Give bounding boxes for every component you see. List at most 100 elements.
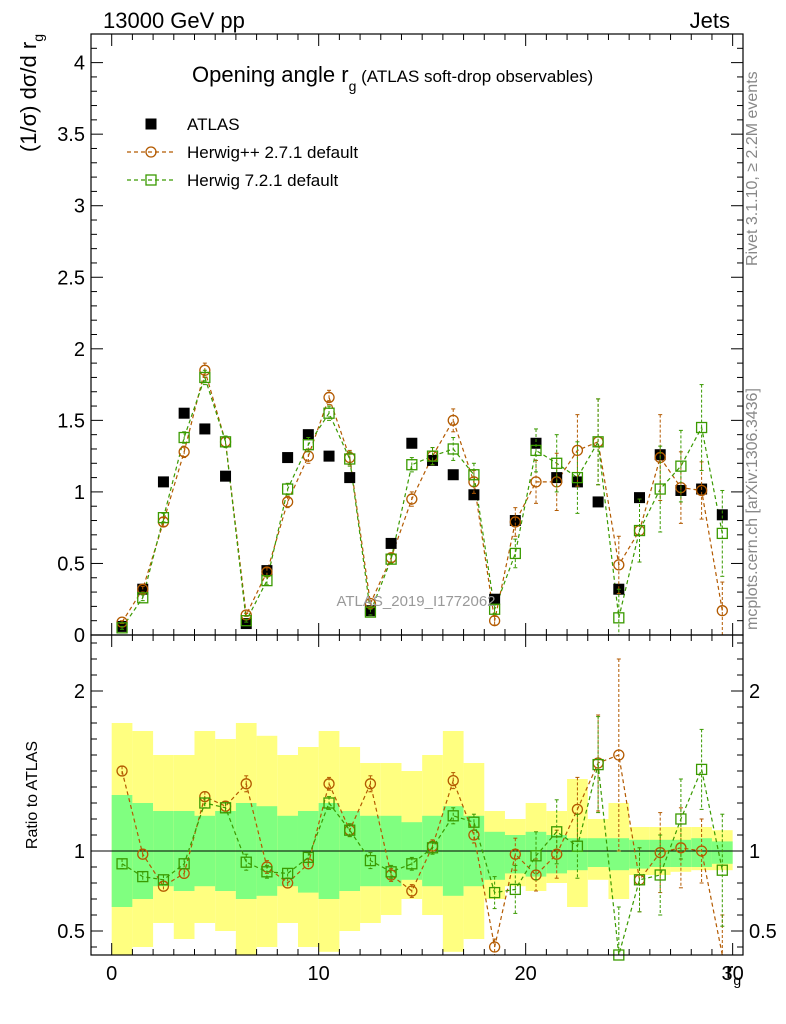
herwigpp-point <box>364 597 377 610</box>
herwigpp-point <box>447 414 459 427</box>
ratio-band-inner <box>587 838 609 867</box>
herwig7-point <box>219 436 232 448</box>
herwig7-ratio-point <box>695 763 708 776</box>
herwig7-point <box>302 439 314 451</box>
x-axis-label-sub: g <box>733 972 741 988</box>
chart-title-sub: g <box>349 78 357 94</box>
herwigpp-point <box>613 559 625 571</box>
herwig7-point <box>426 450 439 462</box>
ratio-y-tick-label-left: 2 <box>74 681 85 703</box>
herwigpp-ratio-point <box>240 778 252 790</box>
herwigpp-ratio-point <box>447 774 459 787</box>
herwig7-point <box>633 524 646 537</box>
herwigpp-ratio-point <box>551 848 563 860</box>
atlas-point <box>178 407 190 419</box>
herwig7-point <box>571 471 584 484</box>
herwig7-ratio-point <box>281 867 294 880</box>
ratio-band-inner <box>691 838 712 867</box>
herwigpp-ratio-point <box>364 778 377 790</box>
main-y-tick-label: 3 <box>74 196 85 218</box>
herwig7-point <box>178 431 190 444</box>
herwig7-ratio-point <box>592 758 604 771</box>
herwig7-point <box>240 615 252 627</box>
header-left: 13000 GeV pp <box>103 8 245 33</box>
main-y-tick-label: 0.5 <box>57 553 85 575</box>
herwig7-ratio-point <box>654 869 666 881</box>
atlas-point <box>323 450 335 462</box>
herwig7-ratio-point <box>633 874 646 886</box>
main-y-tick-label: 2.5 <box>57 267 85 289</box>
herwig7-ratio-point <box>116 858 128 870</box>
ratio-x-tick-label: 0 <box>106 963 117 985</box>
analysis-watermark: ATLAS_2019_I1772062 <box>336 593 495 610</box>
herwigpp-ratio-point <box>116 765 128 777</box>
ratio-y-tick-label-right: 1 <box>749 841 760 863</box>
herwig7-ratio-point <box>344 824 356 836</box>
ratio-band-inner <box>484 831 505 880</box>
herwig7-point <box>344 453 356 465</box>
legend-marker-herwig7 <box>145 174 157 186</box>
chart-title-extra: (ATLAS soft-drop observables) <box>356 67 593 86</box>
herwig7-ratio-point <box>447 810 459 822</box>
atlas-point <box>157 476 169 488</box>
herwig7-point <box>199 371 211 384</box>
ratio-x-tick-label: 20 <box>515 963 537 985</box>
herwig7-point <box>488 603 501 615</box>
herwigpp-ratio-point <box>137 848 149 860</box>
legend-label-herwig7: Herwig 7.2.1 default <box>187 171 338 190</box>
herwig7-point <box>530 444 542 457</box>
legend-marker-herwigpp <box>145 146 157 158</box>
herwig7-ratio-point <box>675 813 687 825</box>
ratio-band-inner <box>608 838 630 871</box>
herwig7-ratio-point <box>509 883 521 896</box>
herwigpp-ratio-point <box>675 842 687 854</box>
herwig7-ratio-point <box>406 858 418 870</box>
ratio-y-tick-label-left: 0.5 <box>57 921 85 943</box>
main-y-tick-label: 2 <box>74 339 85 361</box>
atlas-point <box>447 469 459 481</box>
herwig7-ratio-point <box>385 866 397 878</box>
herwig7-ratio-point <box>240 856 252 868</box>
herwig7-point <box>654 483 666 495</box>
ratio-y-tick-label-left: 1 <box>74 841 85 863</box>
ratio-y-axis-label: Ratio to ATLAS <box>24 741 41 849</box>
herwig7-point <box>509 547 521 560</box>
herwig7-point <box>323 407 335 419</box>
atlas-point <box>489 593 501 605</box>
atlas-point <box>302 429 314 441</box>
herwig7-ratio-point <box>551 826 563 838</box>
herwig7-ratio-point <box>199 797 211 809</box>
mcplots-source-label: mcplots.cern.ch [arXiv:1306.3436] <box>744 388 761 630</box>
herwigpp-point <box>716 605 728 617</box>
herwigpp-point <box>530 476 542 488</box>
legend-label-herwigpp: Herwig++ 2.7.1 default <box>187 143 358 162</box>
herwigpp-point <box>281 496 294 508</box>
herwig7-ratio-point <box>488 886 501 899</box>
herwig7-point <box>281 483 294 495</box>
herwig7-ratio-point <box>468 816 480 828</box>
herwig7-ratio-point <box>571 840 584 852</box>
herwigpp-ratio-point <box>509 848 521 860</box>
main-y-tick-label: 0 <box>74 625 85 647</box>
ratio-y-tick-label-right: 2 <box>749 681 760 703</box>
atlas-point <box>240 618 252 630</box>
herwig7-point <box>716 527 728 540</box>
main-y-axis-label: (1/σ) dσ/d rg <box>16 34 46 152</box>
herwig7-point <box>364 606 377 618</box>
herwig7-point <box>613 612 625 624</box>
herwigpp-line <box>121 367 723 623</box>
atlas-point <box>468 489 480 501</box>
main-y-tick-label: 1 <box>74 482 85 504</box>
herwigpp-ratio-line <box>121 754 723 956</box>
herwigpp-point <box>488 615 501 627</box>
header-right: Jets <box>689 8 730 33</box>
ratio-y-tick-label-right: 0.5 <box>749 921 777 943</box>
herwig7-point <box>261 574 273 587</box>
herwigpp-point <box>137 583 149 595</box>
ratio-plot-frame <box>90 634 744 956</box>
herwig7-point <box>385 553 397 565</box>
herwigpp-ratio-point <box>406 885 418 897</box>
herwigpp-point <box>509 516 521 528</box>
atlas-point <box>592 496 604 508</box>
